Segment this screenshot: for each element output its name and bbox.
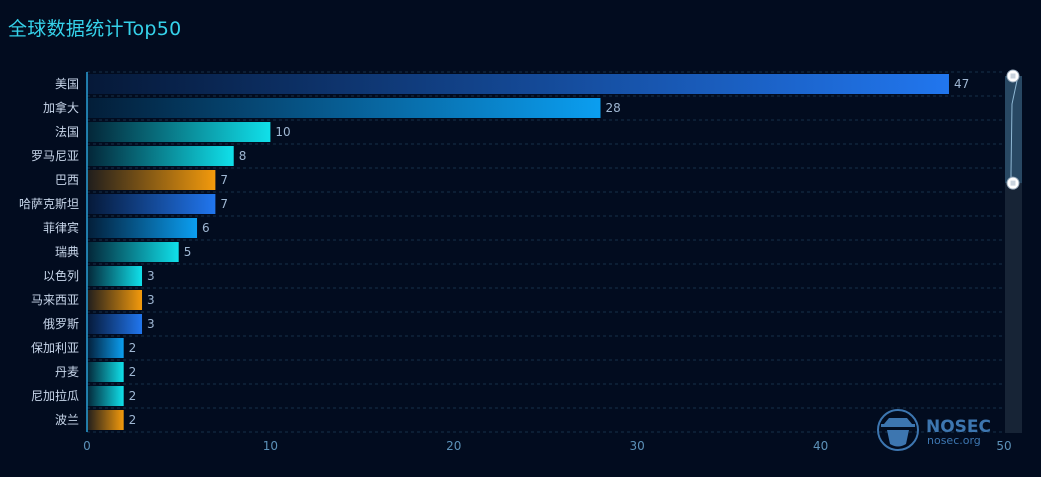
bar xyxy=(87,386,124,406)
zoom-handle-grip xyxy=(1010,73,1016,79)
bar xyxy=(87,410,124,430)
logo-hat xyxy=(884,418,912,424)
value-label: 7 xyxy=(220,173,228,187)
category-label: 瑞典 xyxy=(55,245,79,259)
category-label: 俄罗斯 xyxy=(43,317,79,331)
category-label: 菲律宾 xyxy=(43,220,79,235)
nosec-logo: NOSEC nosec.org xyxy=(877,409,991,451)
value-label: 3 xyxy=(147,317,155,331)
category-label: 波兰 xyxy=(55,413,79,427)
bar xyxy=(87,122,271,142)
chart-title: 全球数据统计Top50 xyxy=(8,18,182,40)
value-label: 2 xyxy=(129,389,137,403)
bars: 美国 47 加拿大 28 法国 10 罗马尼亚 8 巴西 7 哈萨克斯坦 7 菲律宾 6 瑞典 5 以色列 3 马来… xyxy=(19,74,969,430)
bar xyxy=(87,170,216,190)
value-label: 3 xyxy=(147,269,155,283)
value-label: 5 xyxy=(184,245,192,259)
logo-domain: nosec.org xyxy=(927,434,981,447)
zoom-selection[interactable] xyxy=(1005,76,1022,184)
zoom-handle-grip xyxy=(1010,180,1016,186)
bar xyxy=(87,290,143,310)
x-tick-label: 0 xyxy=(83,439,91,453)
bar xyxy=(87,362,124,382)
bar xyxy=(87,194,216,214)
category-label: 马来西亚 xyxy=(31,293,79,307)
logo-name: NOSEC xyxy=(926,417,991,437)
value-label: 10 xyxy=(275,125,290,139)
value-label: 8 xyxy=(239,149,247,163)
x-tick-label: 50 xyxy=(996,439,1011,453)
category-label: 美国 xyxy=(55,77,79,91)
bar xyxy=(87,218,198,238)
bar xyxy=(87,338,124,358)
category-label: 法国 xyxy=(55,125,79,139)
value-label: 7 xyxy=(220,197,228,211)
x-tick-label: 10 xyxy=(263,439,278,453)
category-label: 丹麦 xyxy=(55,365,79,379)
category-label: 以色列 xyxy=(43,269,79,283)
axes: 0 10 20 30 40 50 xyxy=(83,72,1012,453)
category-label: 罗马尼亚 xyxy=(31,149,79,163)
value-label: 3 xyxy=(147,293,155,307)
category-label: 加拿大 xyxy=(43,100,79,115)
data-zoom-slider[interactable] xyxy=(1005,69,1022,433)
bar xyxy=(87,98,601,118)
bar xyxy=(87,314,143,334)
value-label: 47 xyxy=(954,77,969,91)
x-tick-label: 20 xyxy=(446,439,461,453)
category-label: 哈萨克斯坦 xyxy=(19,197,79,211)
bar xyxy=(87,74,949,94)
bar xyxy=(87,266,143,286)
value-label: 2 xyxy=(129,413,137,427)
grid-lines xyxy=(87,71,1004,433)
category-label: 保加利亚 xyxy=(31,341,79,355)
bar xyxy=(87,146,234,166)
logo-hat-brim xyxy=(881,424,915,427)
logo-spy-icon xyxy=(877,409,919,451)
x-tick-label: 40 xyxy=(813,439,828,453)
bar xyxy=(87,242,179,262)
value-label: 28 xyxy=(606,101,621,115)
logo-face xyxy=(887,430,909,447)
value-label: 2 xyxy=(129,365,137,379)
x-tick-label: 30 xyxy=(630,439,645,453)
category-label: 尼加拉瓜 xyxy=(31,388,79,403)
value-label: 2 xyxy=(129,341,137,355)
value-label: 6 xyxy=(202,221,210,235)
category-label: 巴西 xyxy=(55,173,79,187)
